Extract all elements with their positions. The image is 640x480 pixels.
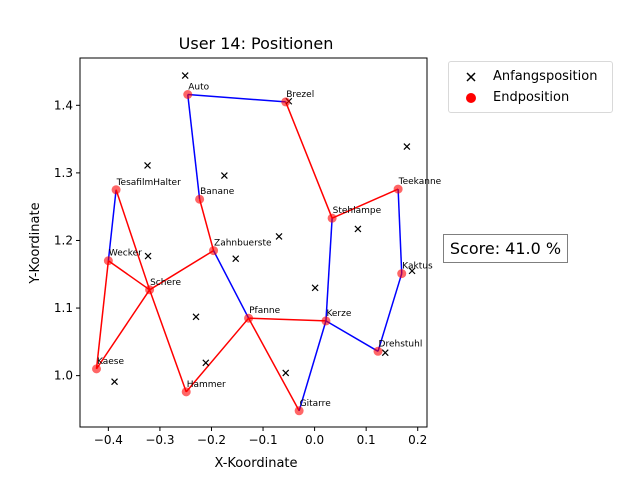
point-label-kaese: Kaese xyxy=(97,357,124,367)
end-marker-teekanne xyxy=(393,184,403,194)
edge-kaktus-drehstuhl xyxy=(377,273,403,352)
point-label-zahnbuerste: Zahnbuerste xyxy=(214,239,272,249)
start-marker-zahnbuerste xyxy=(275,232,283,240)
end-marker-tesafilmhalter xyxy=(111,185,121,195)
axes-frame xyxy=(79,57,428,428)
x-tick-label: 0.1 xyxy=(357,433,376,447)
x-tick-label: 0.2 xyxy=(408,433,427,447)
edge-kerze-stehlampe xyxy=(325,218,333,321)
point-label-drehstuhl: Drehstuhl xyxy=(379,339,423,349)
y-tick-label: 1.3 xyxy=(54,166,73,180)
end-marker-wecker xyxy=(103,256,113,266)
x-tick-label: −0.2 xyxy=(197,433,226,447)
end-marker-brezel xyxy=(281,97,291,107)
start-marker-kerze xyxy=(311,284,319,292)
start-marker-kaktus xyxy=(408,267,416,275)
axes: −0.4 −0.3 −0.2 −0.1 0.0 0.1 0.2 1.0 1.1 1.2 1.3 1.4 xyxy=(54,57,428,447)
edge-hammer-pfanne xyxy=(185,317,250,393)
point-label-banane: Banane xyxy=(200,187,235,197)
edge-schere-hammer xyxy=(148,289,187,393)
start-marker-auto xyxy=(181,72,189,79)
start-marker-pfanne xyxy=(192,313,200,321)
edge-kerze-drehstuhl xyxy=(325,320,379,352)
end-marker-drehstuhl xyxy=(373,346,383,356)
point-label-auto: Auto xyxy=(188,82,209,92)
edge-zahnbuerste-schere xyxy=(149,249,214,291)
x-axis-label: X-Koordinate xyxy=(214,456,297,471)
start-marker-schere xyxy=(232,255,240,263)
end-marker-gitarre xyxy=(294,406,304,416)
point-label-brezel: Brezel xyxy=(286,90,314,100)
y-tick-label: 1.1 xyxy=(54,301,73,315)
edge-stehlampe-teekanne xyxy=(331,188,399,219)
point-label-stehlampe: Stehlampe xyxy=(333,206,382,216)
legend: Anfangsposition Endposition xyxy=(448,61,613,113)
edge-gitarre-kerze xyxy=(298,320,327,411)
point-label-tesafilmhalter: TesafilmHalter xyxy=(116,178,181,188)
edge-auto-brezel xyxy=(187,93,286,103)
start-marker-banane xyxy=(220,172,228,180)
edge-tesafilmhalter-wecker xyxy=(107,189,117,261)
circle-marker-icon xyxy=(466,93,476,103)
end-marker-hammer xyxy=(181,387,191,397)
end-marker-stehlampe xyxy=(327,213,337,223)
y-axis-label: Y-Koordinate xyxy=(28,202,43,284)
edge-brezel-stehlampe xyxy=(285,101,333,219)
edge-schere-kaese xyxy=(95,289,151,370)
point-label-kerze: Kerze xyxy=(326,309,351,319)
end-marker-zahnbuerste xyxy=(209,246,219,256)
legend-label-end: Endposition xyxy=(493,90,570,105)
edge-wecker-schere xyxy=(107,260,151,291)
edge-zahnbuerste-pfanne xyxy=(212,250,250,319)
end-marker-kaktus xyxy=(397,269,407,279)
end-marker-kerze xyxy=(321,316,331,326)
point-label-teekanne: Teekanne xyxy=(398,177,442,187)
y-tick-label: 1.0 xyxy=(54,369,73,383)
start-marker-tesafilmhalter xyxy=(144,162,151,169)
point-label-pfanne: Pfanne xyxy=(249,306,281,316)
score-box: Score: 41.0 % xyxy=(443,234,568,263)
point-label-gitarre: Gitarre xyxy=(300,399,332,409)
chart-title: User 14: Positionen xyxy=(179,34,334,53)
edge-pfanne-gitarre xyxy=(247,317,300,412)
end-marker-banane xyxy=(195,194,205,204)
plot-area: Auto Brezel TesafilmHalter Banane Teekanne St… xyxy=(91,72,442,416)
end-marker-schere xyxy=(145,285,155,295)
x-tick-label: −0.3 xyxy=(145,433,174,447)
y-tick-label: 1.4 xyxy=(54,98,73,112)
edge-pfanne-kerze xyxy=(248,317,326,322)
start-marker-stehlampe xyxy=(354,225,362,233)
x-tick-label: 0.0 xyxy=(305,433,324,447)
start-marker-drehstuhl xyxy=(381,349,389,357)
legend-label-start: Anfangsposition xyxy=(493,69,598,84)
end-marker-pfanne xyxy=(244,313,254,323)
point-label-hammer: Hammer xyxy=(187,380,226,390)
start-marker-teekanne xyxy=(403,143,411,150)
start-marker-wecker xyxy=(144,252,152,260)
edge-tesafilmhalter-schere xyxy=(115,189,151,291)
y-tick-label: 1.2 xyxy=(54,233,73,247)
x-marker-icon xyxy=(466,72,476,82)
x-tick-label: −0.1 xyxy=(248,433,277,447)
x-tick-label: −0.4 xyxy=(94,433,123,447)
edge-banane-zahnbuerste xyxy=(198,199,215,251)
point-label-wecker: Wecker xyxy=(109,249,142,259)
edge-teekanne-kaktus xyxy=(397,189,403,274)
edge-wecker-kaese xyxy=(95,260,110,369)
start-marker-gitarre xyxy=(282,369,290,377)
edge-auto-banane xyxy=(187,94,201,200)
point-label-schere: Schere xyxy=(150,278,181,288)
start-marker-hammer xyxy=(202,359,210,367)
end-marker-kaese xyxy=(91,364,101,374)
end-marker-auto xyxy=(183,89,193,99)
point-label-kaktus: Kaktus xyxy=(402,262,433,272)
start-marker-kaese xyxy=(111,378,118,386)
